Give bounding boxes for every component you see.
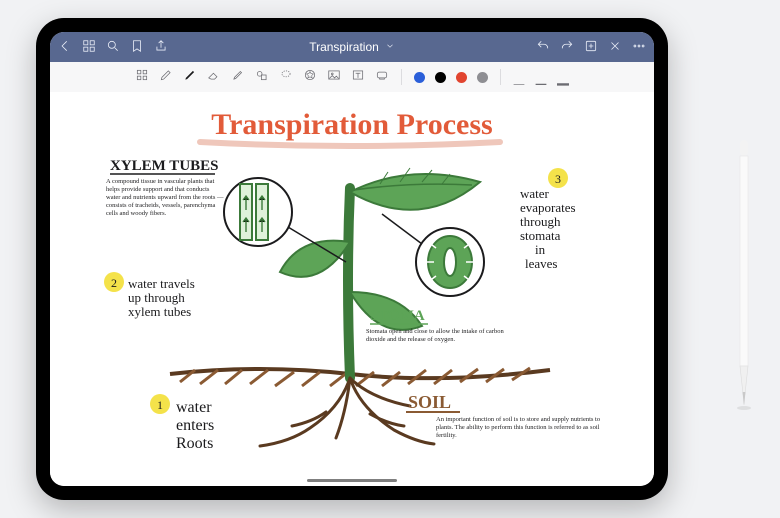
swatch-red[interactable] [456, 72, 467, 83]
home-indicator[interactable] [307, 479, 397, 482]
tool-stamp-icon[interactable] [303, 68, 317, 87]
search-icon[interactable] [106, 39, 120, 56]
swatch-gray[interactable] [477, 72, 488, 83]
more-icon[interactable] [632, 39, 646, 56]
close-icon[interactable] [608, 39, 622, 56]
tool-pen-icon[interactable] [159, 68, 173, 87]
step1-text: water enters Roots [176, 399, 218, 452]
step3-text: water evaporates through stomata in leav… [520, 186, 579, 271]
app-screen: Transpiration [50, 32, 654, 486]
share-icon[interactable] [154, 39, 168, 56]
stoma-label: STOMA [370, 308, 425, 324]
stroke-thin-icon[interactable] [513, 74, 525, 80]
toolbar-separator [500, 69, 501, 85]
apple-pencil [732, 140, 756, 410]
ipad-frame: Transpiration [36, 18, 668, 500]
tool-highlighter-icon[interactable] [231, 68, 245, 87]
swatch-black[interactable] [435, 72, 446, 83]
soil-note: An important function of soil is to stor… [436, 416, 606, 440]
toolbar-separator [401, 69, 402, 85]
title-chevron-icon[interactable] [385, 41, 395, 54]
tool-image-icon[interactable] [327, 68, 341, 87]
step1-num: 1 [157, 398, 163, 412]
tool-shapes-icon[interactable] [255, 68, 269, 87]
tool-link-icon[interactable] [375, 68, 389, 87]
redo-icon[interactable] [560, 39, 574, 56]
toolbar [50, 62, 654, 93]
grid-icon[interactable] [82, 39, 96, 56]
back-icon[interactable] [58, 39, 72, 56]
tool-lasso-icon[interactable] [279, 68, 293, 87]
tool-omni-icon[interactable] [135, 68, 149, 87]
swatch-blue[interactable] [414, 72, 425, 83]
step3-num: 3 [555, 172, 561, 186]
bookmark-icon[interactable] [130, 39, 144, 56]
tool-text-icon[interactable] [351, 68, 365, 87]
heading: Transpiration Process [211, 108, 492, 141]
tool-eraser-icon[interactable] [207, 68, 221, 87]
note-canvas[interactable]: Transpiration Process [50, 92, 654, 486]
doc-title[interactable]: Transpiration [309, 40, 379, 54]
soil-label: SOIL [408, 392, 451, 412]
stoma-note: Stomata open and close to allow the inta… [366, 328, 506, 344]
xylem-label: XYLEM TUBES [110, 158, 219, 174]
stroke-thick-icon[interactable] [557, 74, 569, 80]
stroke-med-icon[interactable] [535, 74, 547, 80]
tool-brush-icon[interactable] [183, 68, 197, 87]
add-icon[interactable] [584, 39, 598, 56]
step2-text: water travels up through xylem tubes [128, 276, 198, 319]
navbar: Transpiration [50, 32, 654, 62]
xylem-note: A compound tissue in vascular plants tha… [106, 178, 224, 218]
step2-num: 2 [111, 276, 117, 290]
undo-icon[interactable] [536, 39, 550, 56]
